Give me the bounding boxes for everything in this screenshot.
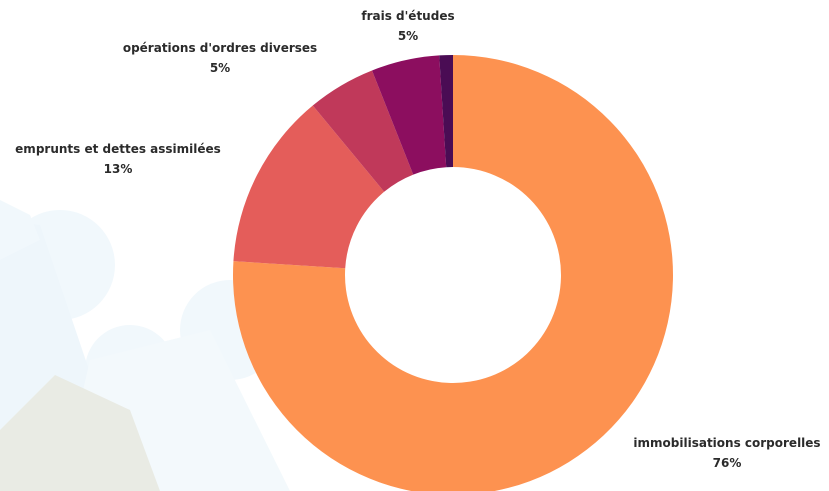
segment-value-label: 76% — [713, 456, 742, 470]
background-decoration — [0, 200, 290, 491]
segment-value-label: 5% — [210, 61, 230, 75]
segment-label: immobilisations corporelles — [633, 436, 820, 450]
donut-segment — [439, 55, 453, 168]
segment-label: emprunts et dettes assimilées — [15, 142, 221, 156]
donut-segment — [233, 55, 673, 491]
donut-segment — [233, 105, 385, 269]
segment-value-label: 13% — [104, 162, 133, 176]
segment-label: frais d'études — [361, 9, 454, 23]
donut-segment — [372, 55, 447, 175]
segment-value-label: 5% — [398, 29, 418, 43]
segment-label: opérations d'ordres diverses — [123, 41, 317, 55]
donut-segment — [312, 70, 414, 192]
